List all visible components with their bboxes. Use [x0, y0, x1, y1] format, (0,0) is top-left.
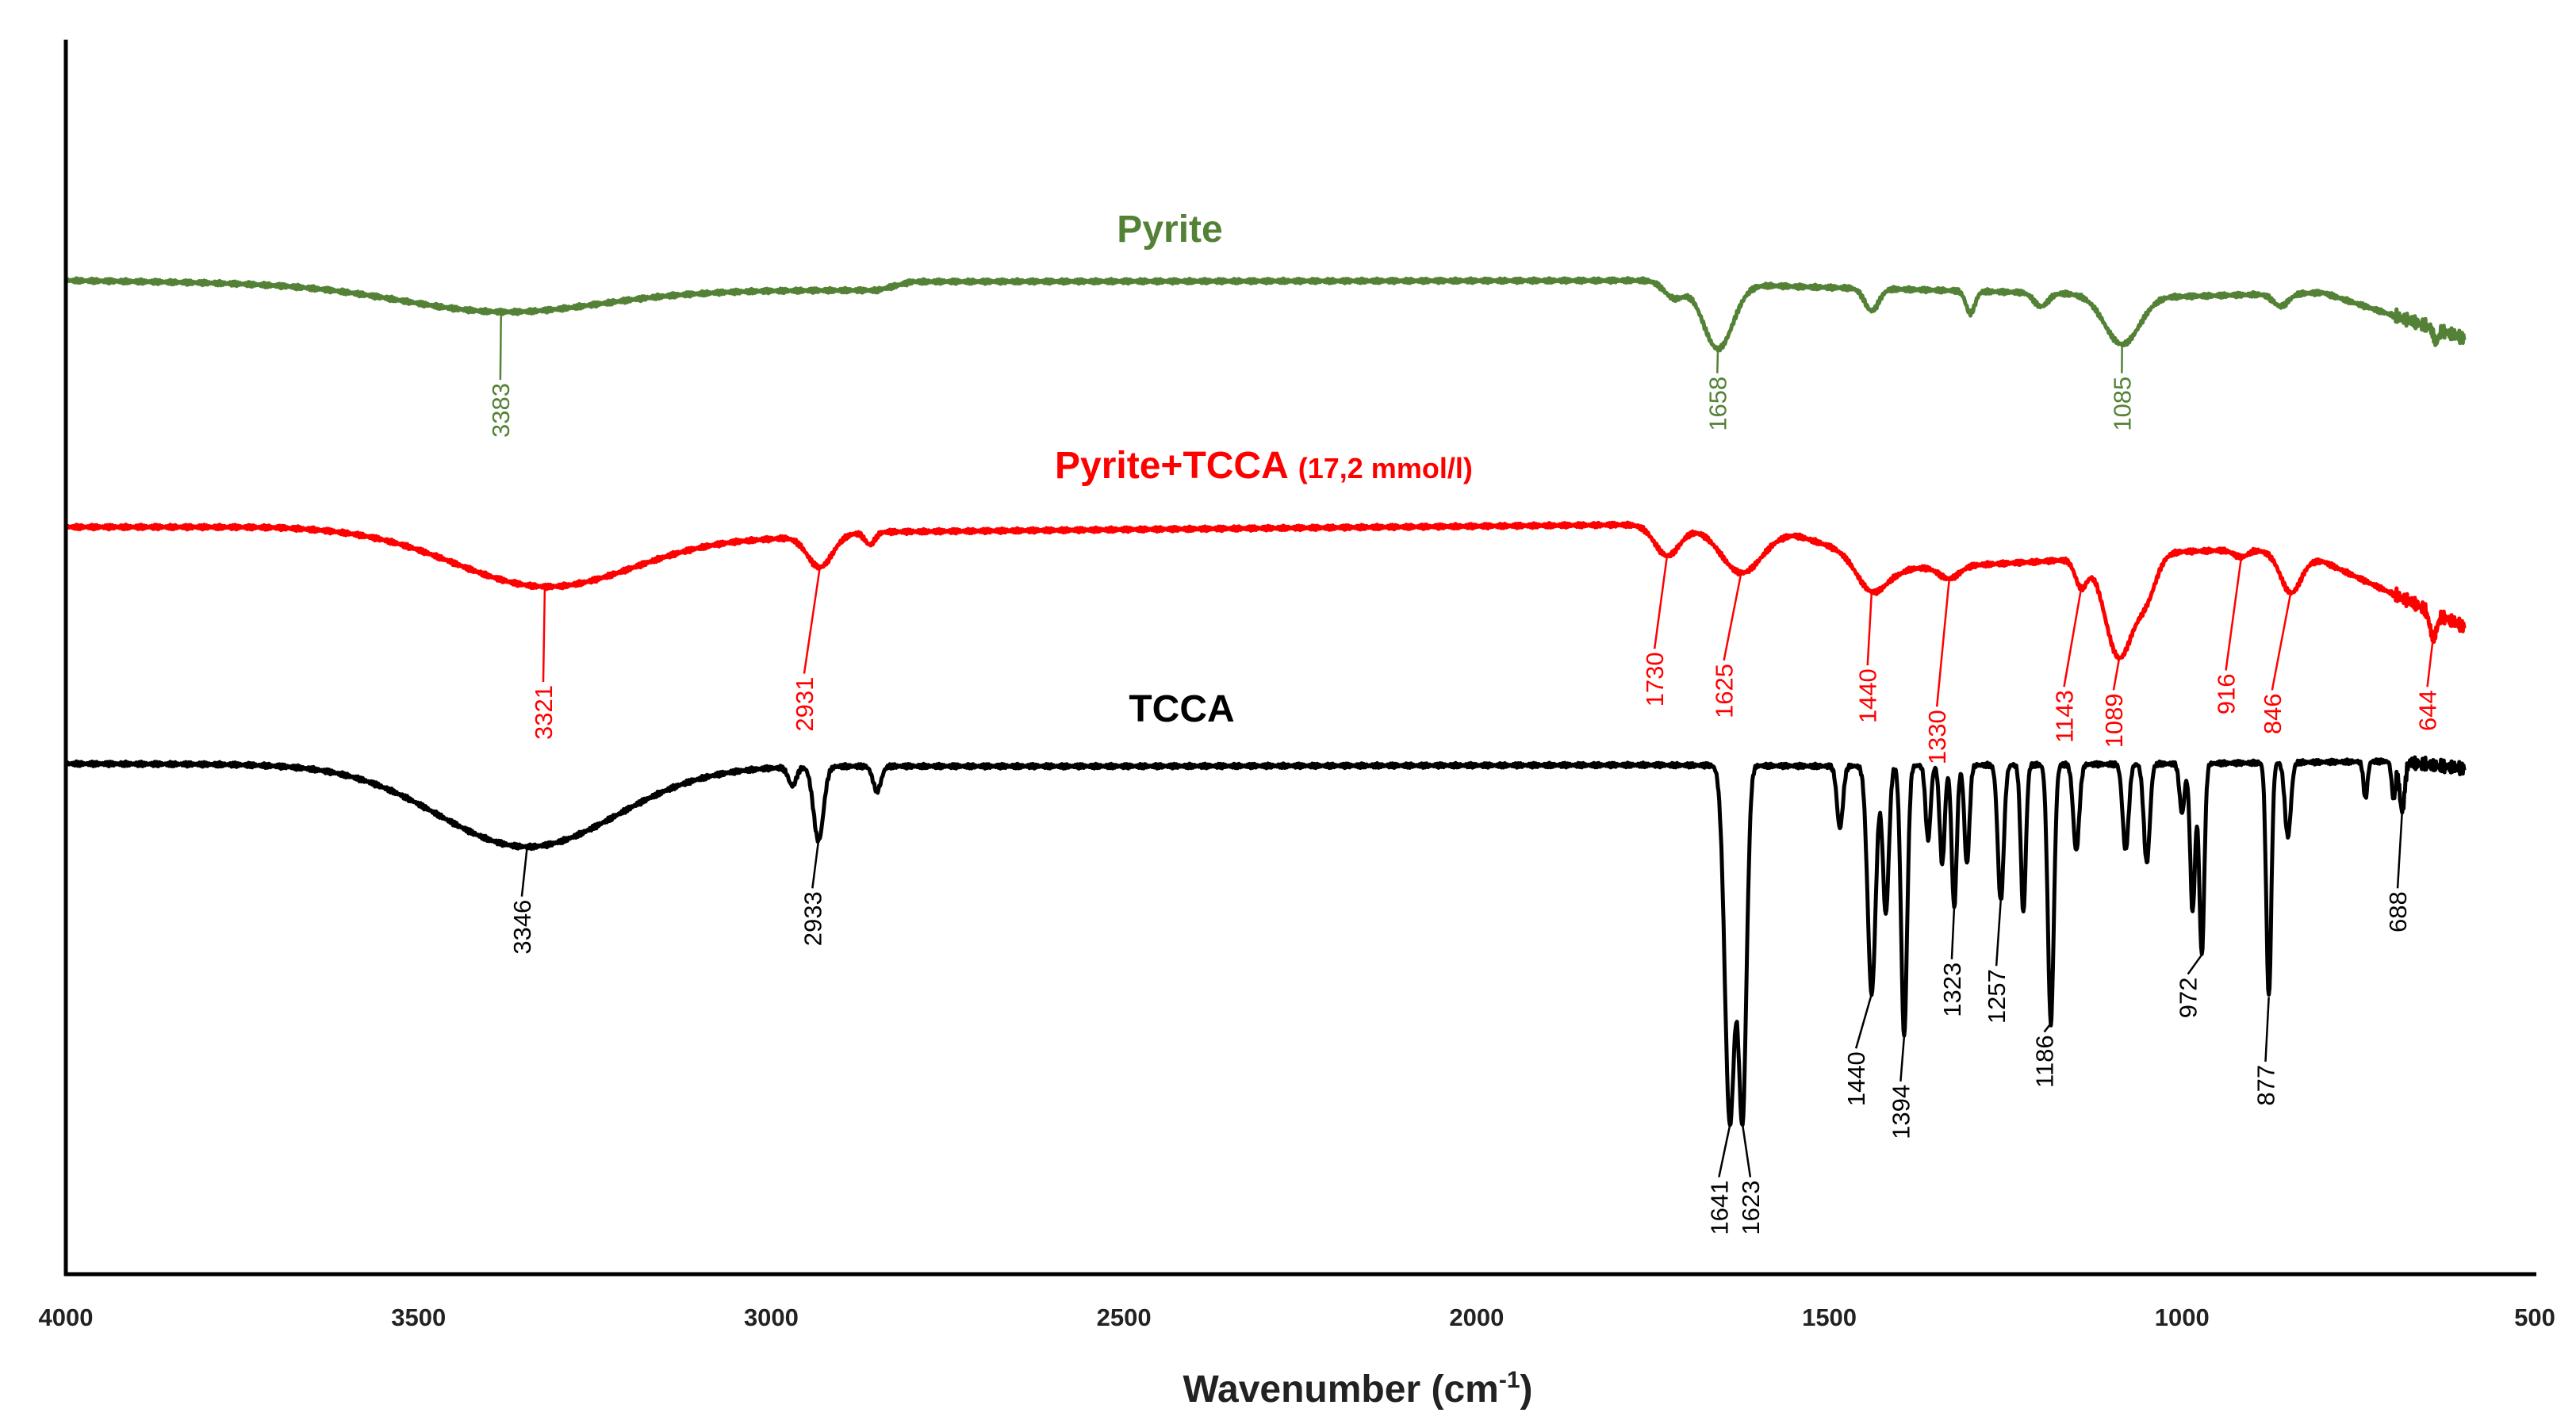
- peak-label: 972: [2175, 978, 2202, 1019]
- peak-label: 1394: [1887, 1085, 1915, 1139]
- peak-label: 1085: [2108, 377, 2136, 431]
- x-tick-label: 1500: [1802, 1304, 1857, 1331]
- peak-label: 1257: [1983, 969, 2011, 1024]
- peak-leader-line: [542, 586, 546, 683]
- peak-leader-line: [1935, 578, 1951, 707]
- peak-label: 688: [2384, 891, 2412, 932]
- peak-leader-line: [803, 567, 822, 674]
- peak-leader-line: [2225, 557, 2243, 671]
- x-tick-label: 3000: [744, 1304, 799, 1331]
- peak-leader-line: [1723, 572, 1742, 661]
- peak-label: 3383: [487, 383, 515, 438]
- peak-leader-line: [2112, 657, 2121, 691]
- peak-leader-line: [2426, 637, 2435, 687]
- series-title-pyrite: Pyrite: [1117, 209, 1222, 251]
- peak-leader-line: [1716, 348, 1719, 373]
- x-tick-label: 500: [2514, 1304, 2555, 1331]
- peak-labels: 3383 1658 1085 3321 2931 1730 1625 1440 1330 1143…: [487, 312, 2442, 1235]
- peak-label: 846: [2259, 693, 2287, 734]
- peak-label: 2931: [791, 677, 818, 732]
- peak-leader-line: [2043, 1023, 2052, 1033]
- peak-label: 1143: [2051, 690, 2079, 743]
- peak-leader-line: [1653, 555, 1669, 649]
- x-tick-label: 1000: [2155, 1304, 2210, 1331]
- series-title-tcca: TCCA: [1129, 688, 1234, 730]
- peak-label: 1730: [1641, 652, 1669, 706]
- peak-label: 3321: [530, 685, 558, 740]
- x-tick-label: 2000: [1449, 1304, 1504, 1331]
- x-ticks: 4000 3500 3000 2500 2000 1500 1000 500: [39, 1304, 2555, 1331]
- x-tick-label: 2500: [1097, 1304, 1152, 1331]
- peak-label: 2933: [799, 891, 826, 946]
- peak-leader-line: [811, 840, 820, 889]
- x-tick-label: 4000: [39, 1304, 94, 1331]
- peak-leader-line: [1854, 993, 1873, 1049]
- peak-leader-line: [1995, 900, 2002, 967]
- peak-leader-line: [1741, 1124, 1752, 1177]
- peak-leader-line: [2063, 588, 2083, 687]
- peak-leader-line: [2187, 954, 2203, 975]
- peak-label: 1658: [1704, 377, 1731, 431]
- peak-label: 877: [2252, 1065, 2280, 1106]
- peak-label: 1089: [2100, 693, 2128, 748]
- peak-leader-line: [2396, 811, 2404, 889]
- x-axis-title: Wavenumber (cm-1): [1183, 1367, 1533, 1411]
- traces: [63, 276, 2467, 1127]
- peak-label: 1440: [1842, 1051, 1870, 1106]
- peak-leader-line: [499, 312, 503, 381]
- peak-leader-line: [1718, 1124, 1731, 1177]
- peak-label: 644: [2414, 690, 2442, 731]
- peak-label: 1625: [1711, 664, 1738, 718]
- series-title-pyrite-tcca: Pyrite+TCCA (17,2 mmol/l): [1055, 445, 1473, 487]
- peak-leader-line: [520, 846, 528, 897]
- series-line-pyrite-tcca: [63, 520, 2467, 661]
- peak-label: 1440: [1854, 668, 1882, 723]
- x-tick-label: 3500: [391, 1304, 446, 1331]
- peak-leader-line: [1899, 1036, 1906, 1082]
- peak-label: 1323: [1938, 963, 1966, 1017]
- peak-leader-line: [1950, 907, 1956, 959]
- peak-label: 1186: [2031, 1035, 2059, 1088]
- peak-leader-line: [1866, 591, 1873, 666]
- series-line-tcca: [63, 755, 2467, 1127]
- series-line-pyrite: [63, 276, 2467, 353]
- peak-label: 916: [2213, 673, 2241, 714]
- peak-label: 1623: [1737, 1181, 1765, 1235]
- peak-label: 1641: [1705, 1181, 1733, 1235]
- peak-label: 3346: [508, 900, 536, 955]
- peak-leader-line: [2264, 997, 2270, 1062]
- peak-label: 1330: [1923, 710, 1951, 764]
- peak-leader-line: [2271, 592, 2292, 691]
